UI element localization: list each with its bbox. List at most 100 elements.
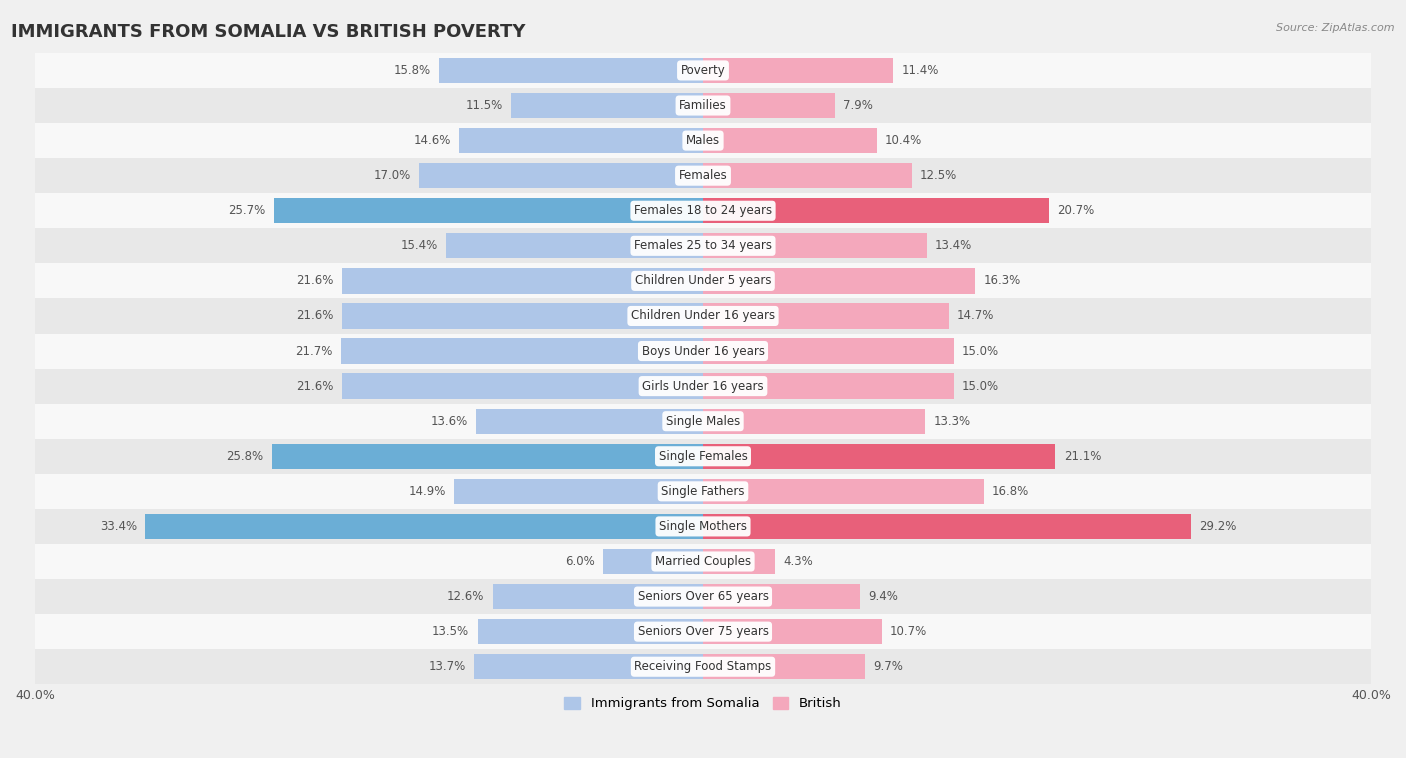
Bar [703, 584, 860, 609]
Bar [419, 163, 703, 188]
Bar [703, 514, 1191, 539]
Bar [703, 93, 835, 118]
Bar [342, 303, 703, 328]
Bar [460, 128, 703, 153]
Bar [703, 58, 893, 83]
Text: 13.7%: 13.7% [429, 660, 465, 673]
Text: Seniors Over 75 years: Seniors Over 75 years [637, 625, 769, 638]
Bar [703, 654, 865, 679]
Bar [475, 409, 703, 434]
Bar [35, 228, 1371, 263]
Text: 12.6%: 12.6% [447, 590, 484, 603]
Text: Girls Under 16 years: Girls Under 16 years [643, 380, 763, 393]
Bar [35, 579, 1371, 614]
Bar [274, 198, 703, 224]
Bar [145, 514, 703, 539]
Text: Poverty: Poverty [681, 64, 725, 77]
Bar [703, 303, 949, 328]
Bar [510, 93, 703, 118]
Text: Females: Females [679, 169, 727, 182]
Bar [603, 549, 703, 574]
Bar [342, 374, 703, 399]
Bar [35, 263, 1371, 299]
Bar [454, 479, 703, 504]
Text: Single Males: Single Males [666, 415, 740, 428]
Bar [703, 374, 953, 399]
Bar [703, 198, 1049, 224]
Text: 10.4%: 10.4% [884, 134, 922, 147]
Text: 14.7%: 14.7% [957, 309, 994, 322]
Text: 12.5%: 12.5% [920, 169, 957, 182]
Bar [703, 549, 775, 574]
Bar [478, 619, 703, 644]
Text: 14.6%: 14.6% [413, 134, 451, 147]
Bar [35, 123, 1371, 158]
Text: Married Couples: Married Couples [655, 555, 751, 568]
Bar [703, 128, 877, 153]
Bar [703, 619, 882, 644]
Text: 21.1%: 21.1% [1064, 449, 1101, 463]
Bar [35, 334, 1371, 368]
Bar [35, 368, 1371, 404]
Text: 21.6%: 21.6% [297, 274, 333, 287]
Text: 7.9%: 7.9% [844, 99, 873, 112]
Text: Females 25 to 34 years: Females 25 to 34 years [634, 240, 772, 252]
Bar [474, 654, 703, 679]
Text: IMMIGRANTS FROM SOMALIA VS BRITISH POVERTY: IMMIGRANTS FROM SOMALIA VS BRITISH POVER… [11, 23, 526, 41]
Text: 14.9%: 14.9% [408, 485, 446, 498]
Text: 9.4%: 9.4% [869, 590, 898, 603]
Bar [35, 299, 1371, 334]
Bar [35, 649, 1371, 684]
Text: Single Mothers: Single Mothers [659, 520, 747, 533]
Text: 11.4%: 11.4% [901, 64, 939, 77]
Bar [703, 268, 976, 293]
Text: 16.8%: 16.8% [993, 485, 1029, 498]
Text: 15.4%: 15.4% [401, 240, 437, 252]
Bar [35, 544, 1371, 579]
Text: 15.8%: 15.8% [394, 64, 430, 77]
Text: Boys Under 16 years: Boys Under 16 years [641, 345, 765, 358]
Text: Children Under 5 years: Children Under 5 years [634, 274, 772, 287]
Text: 21.6%: 21.6% [297, 380, 333, 393]
Bar [35, 53, 1371, 88]
Bar [342, 268, 703, 293]
Text: 25.7%: 25.7% [228, 204, 266, 218]
Bar [35, 439, 1371, 474]
Text: Families: Families [679, 99, 727, 112]
Bar [492, 584, 703, 609]
Bar [35, 193, 1371, 228]
Text: 11.5%: 11.5% [465, 99, 502, 112]
Bar [35, 509, 1371, 544]
Bar [35, 614, 1371, 649]
Text: 33.4%: 33.4% [100, 520, 136, 533]
Bar [703, 338, 953, 364]
Text: Receiving Food Stamps: Receiving Food Stamps [634, 660, 772, 673]
Bar [273, 443, 703, 469]
Text: 21.7%: 21.7% [295, 345, 332, 358]
Bar [703, 233, 927, 258]
Text: 15.0%: 15.0% [962, 380, 1000, 393]
Text: Source: ZipAtlas.com: Source: ZipAtlas.com [1277, 23, 1395, 33]
Text: 6.0%: 6.0% [565, 555, 595, 568]
Bar [439, 58, 703, 83]
Text: 25.8%: 25.8% [226, 449, 264, 463]
Text: 9.7%: 9.7% [873, 660, 903, 673]
Bar [35, 474, 1371, 509]
Text: 13.6%: 13.6% [430, 415, 468, 428]
Text: 21.6%: 21.6% [297, 309, 333, 322]
Bar [446, 233, 703, 258]
Text: Single Females: Single Females [658, 449, 748, 463]
Text: 17.0%: 17.0% [374, 169, 411, 182]
Text: 16.3%: 16.3% [984, 274, 1021, 287]
Text: Children Under 16 years: Children Under 16 years [631, 309, 775, 322]
Text: Seniors Over 65 years: Seniors Over 65 years [637, 590, 769, 603]
Text: 13.4%: 13.4% [935, 240, 973, 252]
Bar [35, 88, 1371, 123]
Bar [703, 409, 925, 434]
Text: 10.7%: 10.7% [890, 625, 928, 638]
Bar [35, 158, 1371, 193]
Text: 29.2%: 29.2% [1199, 520, 1236, 533]
Bar [703, 479, 984, 504]
Text: Females 18 to 24 years: Females 18 to 24 years [634, 204, 772, 218]
Bar [703, 163, 911, 188]
